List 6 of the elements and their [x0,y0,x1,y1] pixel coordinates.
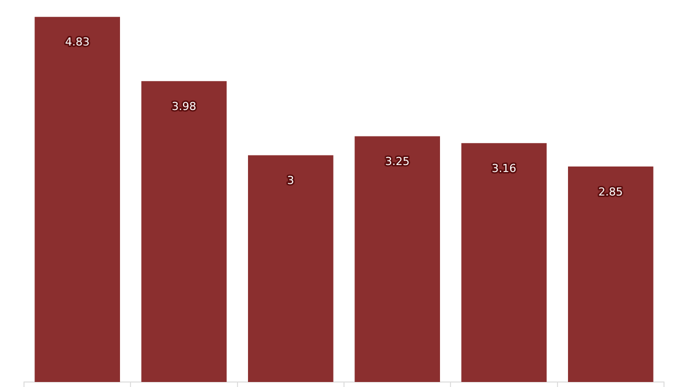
data-label: 3.16 [492,162,516,175]
data-label: 4.83 [65,36,90,49]
data-label: 3.25 [385,155,410,168]
data-label: 3.98 [172,100,196,113]
data-label: 2.85 [598,185,623,198]
data-label: 3 [287,174,294,188]
